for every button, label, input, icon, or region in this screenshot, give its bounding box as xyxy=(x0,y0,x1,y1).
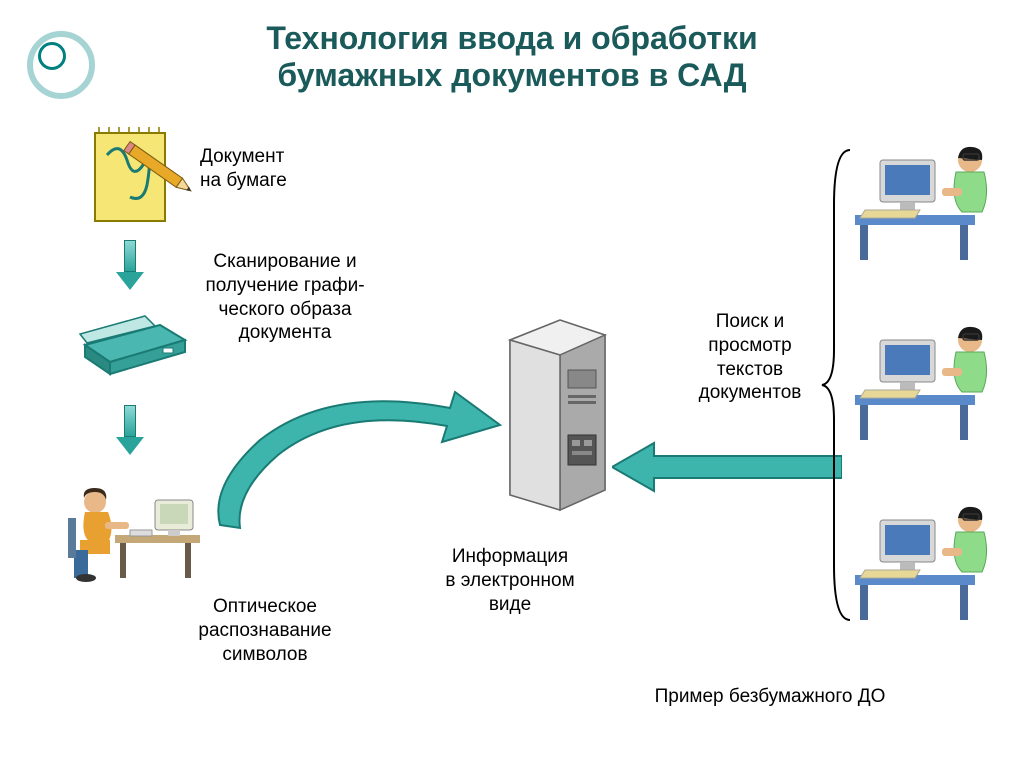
arrow-down-2-icon xyxy=(120,405,140,455)
big-arrow-left-icon xyxy=(612,440,842,500)
title-line1: Технология ввода и обработки xyxy=(266,20,757,56)
arrow-down-1-icon xyxy=(120,240,140,290)
search-label: Поиск и просмотр текстов документов xyxy=(680,310,820,405)
scanning-label: Сканирование и получение графи- ческого … xyxy=(195,250,375,345)
page-title: Технология ввода и обработки бумажных до… xyxy=(0,20,1024,94)
workstation-1-icon xyxy=(850,140,1010,275)
workstation-3-icon xyxy=(850,500,1010,635)
title-line2: бумажных документов в САД xyxy=(277,57,746,93)
electronic-label: Информация в электронном виде xyxy=(410,545,610,616)
ocr-label: Оптическое распознавание символов xyxy=(175,595,355,666)
workstation-2-icon xyxy=(850,320,1010,455)
example-label: Пример безбумажного ДО xyxy=(600,685,940,709)
server-icon xyxy=(500,315,620,520)
notepad-icon xyxy=(85,125,195,240)
paper-doc-label: Документ на бумаге xyxy=(200,145,287,193)
scanner-icon xyxy=(75,310,195,395)
ocr-person-icon xyxy=(60,480,210,595)
curved-arrow-icon xyxy=(200,380,510,545)
